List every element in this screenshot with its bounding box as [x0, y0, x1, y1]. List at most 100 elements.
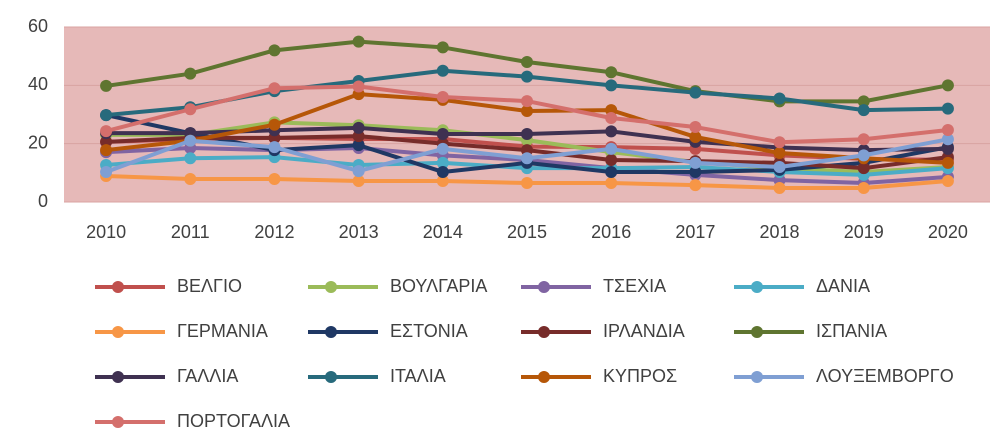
- data-point: [605, 112, 618, 124]
- data-point: [100, 125, 113, 138]
- data-point: [352, 121, 365, 134]
- data-point: [941, 133, 954, 146]
- legend-marker: [538, 371, 550, 383]
- data-point: [521, 152, 533, 165]
- legend-label: ΠΟΡΤΟΓΑΛΙΑ: [177, 411, 290, 430]
- data-point: [352, 165, 365, 178]
- data-point: [773, 147, 786, 159]
- legend-marker: [751, 371, 763, 383]
- data-point: [689, 165, 702, 178]
- data-point: [941, 102, 954, 115]
- data-point: [184, 103, 197, 116]
- data-point: [521, 70, 533, 83]
- data-point: [352, 80, 365, 93]
- data-point: [857, 104, 870, 117]
- x-tick-label: 2010: [86, 222, 126, 242]
- data-point: [352, 35, 365, 48]
- data-point: [100, 109, 113, 122]
- data-point: [605, 165, 618, 178]
- y-tick-label: 60: [28, 16, 48, 36]
- legend-marker: [325, 371, 337, 383]
- data-point: [436, 165, 449, 178]
- legend-marker: [112, 326, 124, 338]
- x-tick-label: 2015: [507, 222, 547, 242]
- data-point: [689, 86, 702, 99]
- x-tick-label: 2016: [591, 222, 631, 242]
- data-point: [857, 162, 870, 175]
- data-point: [268, 172, 281, 185]
- legend-label: ΔΑΝΙΑ: [816, 276, 870, 296]
- y-tick-label: 40: [28, 74, 48, 94]
- legend-marker: [112, 281, 124, 293]
- data-point: [436, 41, 449, 54]
- data-point: [941, 79, 954, 92]
- legend-label: ΓΕΡΜΑΝΙΑ: [177, 321, 268, 341]
- data-point: [521, 177, 533, 190]
- legend-marker: [538, 326, 550, 338]
- data-point: [521, 128, 533, 141]
- data-point: [941, 156, 954, 169]
- data-point: [773, 182, 786, 194]
- data-point: [605, 79, 618, 92]
- data-point: [521, 95, 533, 108]
- data-point: [352, 139, 365, 152]
- data-point: [184, 172, 197, 185]
- data-point: [689, 179, 702, 192]
- x-tick-label: 2019: [844, 222, 884, 242]
- data-point: [689, 121, 702, 134]
- data-point: [605, 142, 618, 155]
- data-point: [521, 105, 533, 117]
- data-point: [184, 67, 197, 80]
- data-point: [605, 125, 618, 138]
- x-tick-label: 2017: [675, 222, 715, 242]
- legend-label: ΕΣΤΟΝΙΑ: [390, 321, 468, 341]
- data-point: [521, 56, 533, 68]
- legend-label: ΒΕΛΓΙΟ: [177, 276, 242, 296]
- data-point: [184, 134, 197, 147]
- x-tick-label: 2020: [928, 222, 968, 242]
- data-point: [857, 133, 870, 146]
- legend-label: ΛΟΥΞΕΜΒΟΡΓΟ: [816, 366, 954, 386]
- data-point: [268, 141, 281, 154]
- x-tick-label: 2011: [171, 222, 210, 242]
- data-point: [436, 64, 449, 77]
- x-tick-label: 2012: [254, 222, 294, 242]
- data-point: [605, 177, 618, 190]
- legend-label: ΙΤΑΛΙΑ: [390, 366, 446, 386]
- legend-marker: [112, 416, 124, 428]
- data-point: [100, 79, 113, 92]
- data-point: [100, 144, 113, 157]
- y-tick-label: 0: [38, 191, 48, 211]
- legend-label: ΙΡΛΑΝΔΙΑ: [603, 321, 685, 341]
- data-point: [941, 123, 954, 136]
- data-point: [436, 91, 449, 103]
- data-point: [436, 142, 449, 155]
- legend-marker: [325, 326, 337, 338]
- legend-label: ΒΟΥΛΓΑΡΙΑ: [390, 276, 487, 296]
- x-tick-label: 2013: [339, 222, 379, 242]
- y-tick-label: 20: [28, 132, 48, 152]
- x-tick-label: 2018: [760, 222, 800, 242]
- data-point: [436, 175, 449, 187]
- data-point: [268, 118, 281, 131]
- data-point: [268, 44, 281, 57]
- data-point: [773, 161, 786, 173]
- data-point: [773, 136, 786, 149]
- legend-label: ΓΑΛΛΙΑ: [177, 366, 238, 386]
- data-point: [436, 156, 449, 169]
- data-point: [184, 152, 197, 165]
- data-point: [605, 154, 618, 166]
- data-point: [268, 82, 281, 95]
- legend-label: ΚΥΠΡΟΣ: [603, 366, 677, 386]
- legend-marker: [538, 281, 550, 293]
- legend-label: ΙΣΠΑΝΙΑ: [816, 321, 887, 341]
- data-point: [689, 130, 702, 143]
- legend-marker: [112, 371, 124, 383]
- data-point: [941, 142, 954, 155]
- data-point: [689, 156, 702, 169]
- data-point: [857, 95, 870, 108]
- legend-label: ΤΣΕΧΙΑ: [603, 276, 666, 296]
- data-point: [436, 128, 449, 141]
- data-point: [773, 92, 786, 105]
